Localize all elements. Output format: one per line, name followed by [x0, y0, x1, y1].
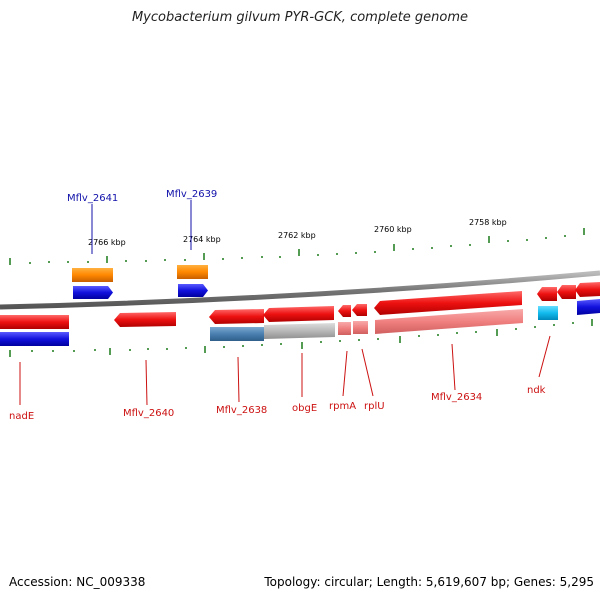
cds-feature[interactable]: [73, 286, 113, 299]
map-title: Mycobacterium gilvum PYR-GCK, complete g…: [131, 10, 469, 25]
scale-label: 2758 kbp: [469, 218, 507, 227]
leader-line: [361, 348, 374, 397]
gene-feature[interactable]: [352, 304, 367, 316]
gene-feature[interactable]: [263, 306, 334, 322]
cds-feature[interactable]: [338, 322, 351, 335]
genome-summary-text: Topology: circular; Length: 5,619,607 bp…: [264, 575, 594, 589]
gene-label[interactable]: rplU: [364, 401, 385, 412]
gene-label[interactable]: nadE: [9, 411, 34, 422]
gene-feature[interactable]: [374, 291, 522, 315]
leader-line: [451, 343, 456, 391]
forward-strand-features: [72, 265, 600, 301]
genome-backbone: [0, 270, 600, 310]
gene-feature[interactable]: [338, 305, 351, 317]
gene-label[interactable]: ndk: [527, 385, 546, 396]
gene-feature[interactable]: [209, 309, 264, 324]
scale-labels: 2766 kbp 2764 kbp 2762 kbp 2760 kbp 2758…: [88, 218, 507, 247]
rna-feature[interactable]: [177, 265, 208, 279]
gene-labels-bottom: nadE Mflv_2640 Mflv_2638 obgE rpmA rplU …: [9, 385, 546, 422]
gene-label[interactable]: Mflv_2639: [166, 189, 217, 200]
cds-feature[interactable]: [0, 332, 69, 346]
label-leaders: [19, 200, 551, 406]
tick-row-bottom: [9, 319, 593, 357]
cds-feature[interactable]: [538, 306, 558, 320]
gene-label[interactable]: Mflv_2641: [67, 193, 118, 204]
accession-text: Accession: NC_009338: [9, 575, 146, 589]
cds-feature[interactable]: [264, 323, 335, 339]
tick-row-top: [9, 228, 585, 265]
cds-feature[interactable]: [210, 327, 264, 341]
gene-labels-top: Mflv_2641 Mflv_2639: [67, 189, 217, 204]
gene-label[interactable]: rpmA: [329, 401, 356, 412]
scale-label: 2766 kbp: [88, 238, 126, 247]
leader-line: [237, 356, 240, 403]
gene-feature[interactable]: [575, 282, 600, 297]
gene-feature[interactable]: [557, 285, 576, 299]
gene-label[interactable]: Mflv_2638: [216, 405, 267, 416]
gene-feature[interactable]: [114, 312, 176, 327]
gene-feature[interactable]: [537, 287, 557, 301]
leader-line: [145, 359, 148, 406]
rna-feature[interactable]: [72, 268, 113, 282]
scale-label: 2764 kbp: [183, 235, 221, 244]
gene-label[interactable]: obgE: [292, 403, 317, 414]
cds-feature[interactable]: [577, 299, 600, 315]
gene-feature[interactable]: [0, 315, 69, 329]
gene-label[interactable]: Mflv_2640: [123, 408, 174, 419]
gene-label[interactable]: Mflv_2634: [431, 392, 482, 403]
leader-line: [342, 350, 348, 397]
reverse-strand-features: [0, 291, 600, 346]
leader-line: [538, 335, 551, 378]
scale-label: 2762 kbp: [278, 231, 316, 240]
cds-feature[interactable]: [375, 309, 523, 334]
scale-label: 2760 kbp: [374, 225, 412, 234]
cds-feature[interactable]: [178, 284, 208, 297]
cds-feature[interactable]: [353, 321, 368, 334]
